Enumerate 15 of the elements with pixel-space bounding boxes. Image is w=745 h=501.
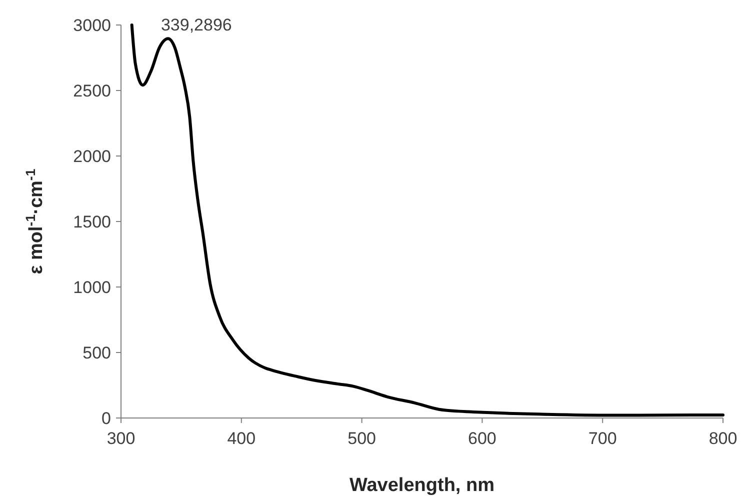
y-tick-label: 3000 (73, 16, 111, 35)
x-axis-title: Wavelength, nm (350, 475, 494, 496)
x-tick-label: 400 (227, 429, 256, 448)
x-tick-label: 300 (106, 429, 136, 448)
annotation: 339,2896 (160, 16, 232, 35)
y-tick-label: 2500 (73, 81, 111, 100)
x-tick-label: 600 (468, 429, 496, 448)
y-tick-label: 2000 (73, 146, 111, 166)
y-tick-label: 1500 (73, 212, 111, 232)
y-tick-label: 1000 (73, 278, 111, 297)
y-tick-label: 0 (102, 408, 111, 428)
y-tick-label: 500 (82, 343, 111, 362)
x-tick-label: 700 (588, 429, 617, 448)
x-tick-label: 500 (348, 429, 376, 448)
x-tick-label: 800 (708, 429, 738, 448)
